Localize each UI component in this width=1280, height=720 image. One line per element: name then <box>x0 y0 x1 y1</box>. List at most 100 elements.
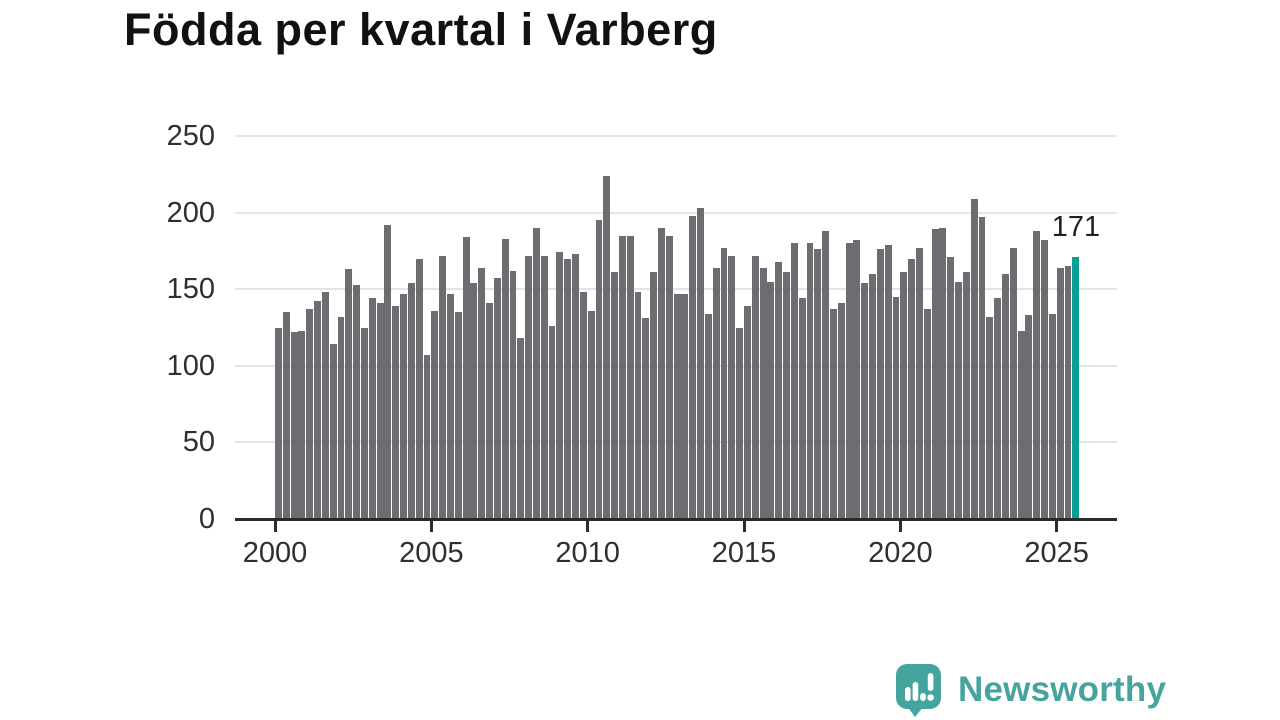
y-tick-label-150: 150 <box>166 273 215 306</box>
bar <box>282 312 290 519</box>
bar <box>353 284 361 519</box>
bar <box>736 327 744 519</box>
bar <box>915 247 923 519</box>
bar <box>814 249 822 519</box>
gridline-y-250 <box>235 135 1117 137</box>
bar <box>1001 273 1009 519</box>
x-tick-label-2000: 2000 <box>242 537 308 569</box>
bar <box>642 318 650 519</box>
bar <box>704 313 712 519</box>
bar <box>486 302 493 519</box>
bar <box>446 293 454 519</box>
bar <box>564 258 572 519</box>
bar <box>501 238 509 519</box>
x-tick-2020 <box>898 519 902 532</box>
bar <box>908 258 916 519</box>
bar <box>1009 247 1017 519</box>
bar <box>384 224 392 519</box>
bar <box>970 198 978 519</box>
x-tick-2015 <box>742 519 746 532</box>
bar <box>618 235 626 519</box>
bar <box>853 240 861 519</box>
brand-name: Newsworthy <box>958 670 1167 709</box>
bar <box>1056 267 1064 519</box>
gridline-y-150 <box>235 288 1117 291</box>
bar <box>439 255 447 519</box>
x-tick-2005 <box>429 519 433 532</box>
bar <box>681 293 689 519</box>
newsworthy-logo-icon <box>896 664 941 717</box>
bar <box>1041 240 1048 519</box>
bar <box>345 269 353 519</box>
bar <box>712 267 720 519</box>
bar <box>673 293 681 519</box>
bar <box>392 306 400 519</box>
bar <box>509 270 517 519</box>
bar <box>884 244 892 519</box>
bar <box>556 252 564 519</box>
bar <box>525 255 533 519</box>
bar <box>306 309 314 519</box>
bar <box>658 227 665 519</box>
bar <box>360 327 368 519</box>
bar <box>1025 315 1033 519</box>
bar <box>462 237 470 519</box>
bar <box>767 281 775 519</box>
bar <box>548 325 556 519</box>
bar <box>337 316 345 519</box>
bar <box>540 255 548 519</box>
bar <box>783 272 790 519</box>
bar <box>876 249 884 519</box>
bar <box>290 332 298 519</box>
bar <box>423 355 431 519</box>
x-axis-line <box>235 517 1117 521</box>
x-tick-2010 <box>586 519 590 532</box>
bar <box>837 302 845 519</box>
bar <box>626 235 634 519</box>
bar <box>986 316 994 519</box>
bar <box>955 281 962 519</box>
bar-highlight-latest <box>1072 257 1080 519</box>
bar <box>376 302 384 519</box>
bar <box>400 293 407 519</box>
bar <box>947 257 955 519</box>
bar <box>994 298 1002 519</box>
y-tick-label-250: 250 <box>166 120 215 152</box>
bar <box>579 292 587 519</box>
bar <box>298 330 306 519</box>
bar <box>1048 313 1056 519</box>
x-tick-2000 <box>273 519 277 532</box>
bar <box>595 220 603 519</box>
bar <box>1064 266 1072 519</box>
bar <box>321 292 329 519</box>
bar <box>650 272 658 519</box>
bar <box>892 296 900 519</box>
bar <box>830 309 837 519</box>
bar <box>611 272 619 519</box>
bar <box>517 338 525 519</box>
bar <box>454 312 462 519</box>
highlight-value-label: 171 <box>1051 211 1101 243</box>
bar <box>923 309 931 519</box>
bar <box>415 258 423 519</box>
bar <box>572 253 579 519</box>
bar <box>275 327 282 519</box>
bar <box>931 229 939 519</box>
gridline-y-200 <box>235 211 1117 214</box>
bar <box>603 175 611 519</box>
bar <box>900 272 908 519</box>
bar <box>689 215 697 519</box>
x-tick-2025 <box>1055 519 1059 532</box>
x-tick-label-2015: 2015 <box>711 537 777 569</box>
bar <box>861 283 869 519</box>
bar <box>314 301 321 519</box>
bar <box>1017 330 1025 519</box>
y-tick-label-100: 100 <box>166 349 215 382</box>
y-tick-label-0: 0 <box>198 503 215 535</box>
bar <box>939 227 947 519</box>
bar <box>407 283 415 519</box>
bar <box>744 306 751 519</box>
y-tick-label-50: 50 <box>182 426 215 459</box>
